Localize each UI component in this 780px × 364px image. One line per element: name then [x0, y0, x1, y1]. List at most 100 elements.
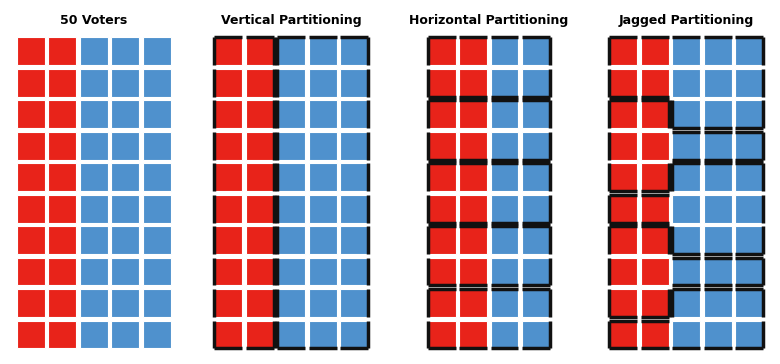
Bar [491, 132, 519, 160]
Bar [522, 132, 550, 160]
Bar [278, 37, 305, 65]
Bar [672, 163, 700, 191]
Bar [143, 100, 171, 128]
Bar [459, 163, 487, 191]
Bar [215, 289, 243, 317]
Bar [112, 321, 139, 348]
Bar [278, 258, 305, 285]
Bar [80, 226, 108, 254]
Bar [609, 132, 637, 160]
Bar [672, 321, 700, 348]
Bar [491, 258, 519, 285]
Bar [641, 258, 668, 285]
Bar [80, 321, 108, 348]
Bar [215, 321, 243, 348]
Bar [427, 321, 456, 348]
Bar [672, 132, 700, 160]
Bar [704, 132, 732, 160]
Bar [246, 289, 274, 317]
Bar [215, 226, 243, 254]
Bar [340, 69, 368, 97]
Bar [672, 100, 700, 128]
Bar [427, 69, 456, 97]
Bar [736, 321, 763, 348]
Bar [491, 69, 519, 97]
Bar [80, 258, 108, 285]
Bar [278, 321, 305, 348]
Bar [427, 258, 456, 285]
Bar [704, 100, 732, 128]
Bar [17, 163, 44, 191]
Bar [278, 132, 305, 160]
Bar [641, 37, 668, 65]
Bar [48, 289, 76, 317]
Bar [609, 226, 637, 254]
Bar [48, 321, 76, 348]
Bar [427, 100, 456, 128]
Bar [609, 289, 637, 317]
Bar [309, 195, 337, 222]
Bar [80, 132, 108, 160]
Bar [48, 69, 76, 97]
Title: 50 Voters: 50 Voters [60, 13, 127, 27]
Bar [491, 226, 519, 254]
Bar [143, 258, 171, 285]
Bar [641, 289, 668, 317]
Bar [736, 226, 763, 254]
Bar [246, 69, 274, 97]
Bar [215, 195, 243, 222]
Bar [112, 37, 139, 65]
Bar [309, 37, 337, 65]
Bar [278, 289, 305, 317]
Bar [704, 321, 732, 348]
Bar [143, 289, 171, 317]
Bar [704, 226, 732, 254]
Bar [672, 289, 700, 317]
Bar [609, 163, 637, 191]
Bar [736, 195, 763, 222]
Bar [340, 226, 368, 254]
Bar [704, 258, 732, 285]
Bar [80, 69, 108, 97]
Bar [427, 226, 456, 254]
Bar [112, 258, 139, 285]
Bar [459, 132, 487, 160]
Bar [143, 195, 171, 222]
Bar [112, 226, 139, 254]
Bar [309, 258, 337, 285]
Bar [641, 195, 668, 222]
Bar [112, 69, 139, 97]
Bar [491, 37, 519, 65]
Title: Horizontal Partitioning: Horizontal Partitioning [410, 13, 569, 27]
Bar [609, 69, 637, 97]
Bar [522, 289, 550, 317]
Bar [80, 289, 108, 317]
Bar [246, 321, 274, 348]
Bar [112, 163, 139, 191]
Bar [736, 132, 763, 160]
Bar [48, 132, 76, 160]
Bar [522, 195, 550, 222]
Bar [459, 100, 487, 128]
Bar [309, 69, 337, 97]
Bar [112, 100, 139, 128]
Bar [278, 195, 305, 222]
Bar [80, 37, 108, 65]
Bar [736, 69, 763, 97]
Bar [736, 163, 763, 191]
Bar [215, 163, 243, 191]
Bar [340, 132, 368, 160]
Bar [309, 100, 337, 128]
Bar [704, 37, 732, 65]
Bar [609, 195, 637, 222]
Bar [48, 100, 76, 128]
Bar [641, 321, 668, 348]
Bar [609, 258, 637, 285]
Bar [340, 258, 368, 285]
Bar [704, 289, 732, 317]
Bar [522, 100, 550, 128]
Bar [459, 226, 487, 254]
Bar [459, 258, 487, 285]
Bar [143, 163, 171, 191]
Title: Vertical Partitioning: Vertical Partitioning [221, 13, 362, 27]
